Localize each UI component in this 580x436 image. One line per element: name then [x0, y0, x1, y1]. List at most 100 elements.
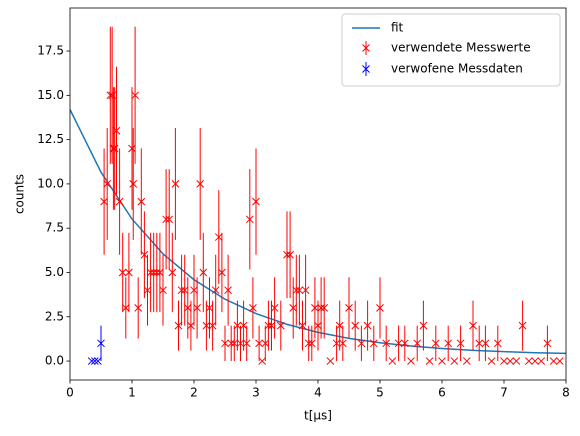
- data-point: [129, 180, 138, 188]
- data-point: [307, 339, 316, 348]
- data-point: [233, 321, 242, 330]
- x-tick-label: 2: [190, 386, 198, 400]
- data-point: [400, 339, 409, 348]
- data-point: [152, 268, 161, 277]
- data-point: [90, 357, 99, 365]
- data-point: [236, 339, 245, 348]
- data-point: [261, 339, 270, 348]
- data-point: [140, 250, 149, 259]
- data-point: [156, 268, 164, 277]
- x-tick-label: 1: [128, 386, 136, 400]
- data-point: [131, 91, 139, 100]
- data-point: [289, 304, 298, 312]
- x-tick-label: 0: [66, 386, 74, 400]
- data-point: [537, 357, 546, 365]
- data-point: [543, 339, 552, 348]
- data-point: [134, 304, 143, 312]
- data-point: [407, 357, 415, 365]
- data-point: [500, 357, 508, 365]
- data-point: [143, 286, 152, 295]
- data-point: [314, 321, 322, 330]
- y-tick-label: 2.5: [45, 309, 64, 323]
- data-point: [121, 304, 130, 312]
- data-point: [444, 339, 453, 348]
- data-point: [326, 357, 335, 365]
- data-point: [317, 304, 325, 312]
- data-point: [332, 339, 341, 348]
- data-point: [149, 268, 158, 277]
- data-point: [239, 321, 248, 330]
- data-point: [214, 233, 223, 241]
- data-point: [506, 357, 515, 365]
- data-point: [162, 215, 170, 224]
- data-point: [245, 215, 254, 224]
- data-point: [190, 286, 198, 295]
- data-point: [431, 339, 440, 348]
- data-point: [128, 144, 136, 153]
- data-point: [369, 339, 378, 348]
- data-point: [270, 304, 279, 312]
- data-point: [276, 321, 285, 330]
- data-point: [100, 197, 108, 206]
- data-point: [382, 339, 391, 348]
- data-point: [301, 286, 310, 295]
- data-point: [227, 339, 236, 348]
- data-point: [211, 286, 220, 295]
- x-tick-label: 6: [438, 386, 446, 400]
- data-point: [202, 321, 211, 330]
- data-point: [469, 321, 477, 330]
- legend-label: verwendete Messwerte: [391, 41, 531, 55]
- data-point: [112, 126, 121, 135]
- data-point: [224, 286, 232, 295]
- data-point: [221, 339, 229, 348]
- x-tick-label: 4: [314, 386, 322, 400]
- data-point: [438, 357, 446, 365]
- data-point: [180, 286, 189, 295]
- data-point: [493, 339, 502, 348]
- y-axis-label: counts: [13, 174, 27, 214]
- axes-frame: [69, 7, 567, 381]
- legend-label: fit: [391, 21, 404, 35]
- data-point: [267, 321, 276, 330]
- data-point: [462, 357, 471, 365]
- data-point: [177, 286, 186, 295]
- data-point: [549, 357, 558, 365]
- y-tick-label: 5.0: [45, 265, 64, 279]
- data-point: [518, 321, 527, 330]
- y-tick-label: 15.0: [37, 88, 64, 102]
- data-point: [208, 321, 217, 330]
- data-point: [118, 268, 127, 277]
- data-point: [292, 286, 301, 295]
- legend-label: verwofene Messdaten: [391, 62, 523, 76]
- data-point: [286, 250, 294, 259]
- data-point: [115, 197, 124, 206]
- data-point: [376, 304, 384, 312]
- data-point: [183, 304, 192, 312]
- data-point: [394, 339, 403, 348]
- data-point: [187, 321, 195, 330]
- data-point: [196, 180, 205, 188]
- data-point: [230, 339, 239, 348]
- data-point: [295, 286, 304, 295]
- data-point: [363, 321, 372, 330]
- y-tick-label: 0.0: [45, 354, 64, 368]
- x-tick-label: 5: [376, 386, 384, 400]
- data-point: [512, 357, 521, 365]
- data-point: [205, 304, 214, 312]
- data-point: [258, 357, 267, 365]
- data-point: [109, 144, 118, 153]
- data-point: [304, 339, 313, 348]
- data-point: [174, 321, 183, 330]
- data-point: [193, 304, 201, 312]
- data-point: [255, 339, 263, 348]
- x-tick-label: 3: [252, 386, 260, 400]
- data-point: [283, 250, 291, 259]
- data-point: [171, 180, 180, 188]
- data-point: [249, 304, 257, 312]
- data-point: [264, 321, 273, 330]
- data-point: [165, 215, 174, 224]
- data-point: [199, 268, 208, 277]
- data-point: [242, 339, 251, 348]
- data-point: [94, 357, 102, 365]
